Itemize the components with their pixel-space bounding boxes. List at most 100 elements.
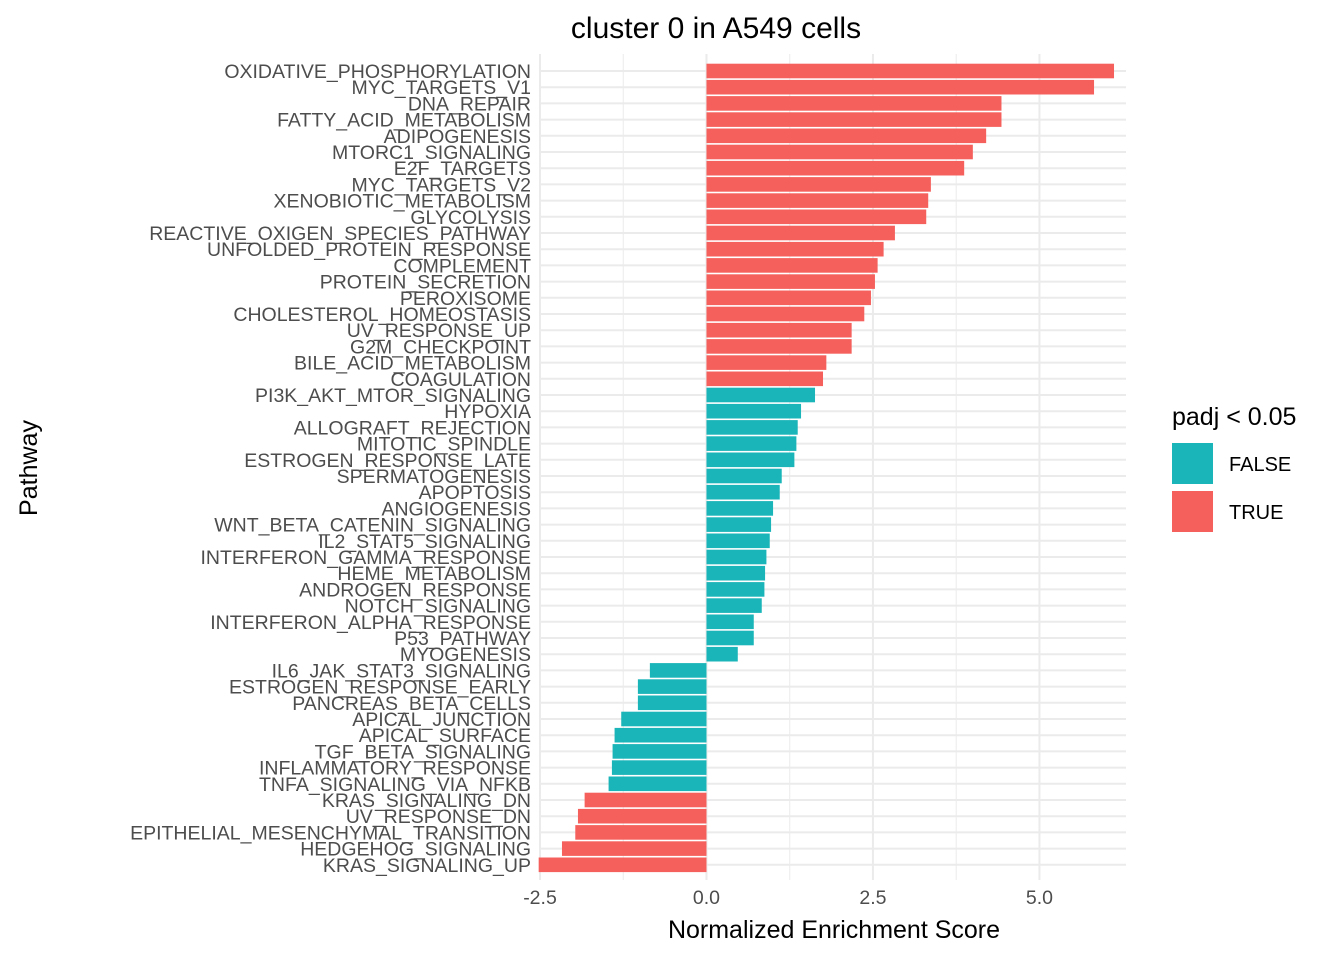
x-tick-label: 5.0: [1026, 887, 1053, 909]
y-tick-label: ESTROGEN_RESPONSE_LATE: [244, 450, 531, 472]
bar: [706, 501, 774, 516]
bar: [706, 355, 827, 370]
bar: [611, 760, 707, 775]
legend: padj < 0.05 FALSE TRUE: [1172, 403, 1296, 532]
y-tick-label: PROTEIN_SECRETION: [320, 272, 531, 294]
y-tick-label: EPITHELIAL_MESENCHYMAL_TRANSITION: [130, 822, 531, 844]
y-tick-label: MYC_TARGETS_V2: [351, 174, 531, 196]
bar: [706, 565, 766, 581]
y-tick-label: TNFA_SIGNALING_VIA_NFKB: [259, 774, 531, 796]
y-tick-label: DNA_REPAIR: [408, 93, 531, 115]
bar: [706, 468, 782, 484]
bar: [706, 241, 884, 257]
y-tick-label: APICAL_JUNCTION: [352, 709, 531, 731]
y-tick-label: INTERFERON_ALPHA_RESPONSE: [210, 612, 531, 634]
x-tick-label: 2.5: [859, 887, 886, 909]
y-tick-label: HEME_METABOLISM: [337, 563, 531, 585]
y-tick-label: P53_PATHWAY: [394, 628, 531, 650]
bar: [706, 436, 797, 451]
bar: [706, 225, 895, 241]
y-tick-labels: OXIDATIVE_PHOSPHORYLATIONMYC_TARGETS_V1D…: [130, 61, 531, 877]
y-tick-label: ANDROGEN_RESPONSE: [299, 579, 531, 601]
y-tick-label: PANCREAS_BETA_CELLS: [292, 693, 531, 715]
bar: [706, 630, 754, 646]
bar: [706, 144, 973, 160]
y-tick-label: ESTROGEN_RESPONSE_EARLY: [229, 677, 531, 699]
y-tick-label: APICAL_SURFACE: [359, 725, 531, 747]
y-tick-label: APOPTOSIS: [419, 482, 531, 504]
bar: [614, 727, 707, 743]
y-tick-label: MYOGENESIS: [400, 644, 531, 666]
bar: [706, 96, 1002, 111]
y-tick-label: INFLAMMATORY_RESPONSE: [259, 758, 531, 780]
x-tick-label: -2.5: [523, 887, 557, 909]
bar: [706, 598, 762, 613]
bar: [706, 63, 1115, 79]
bar: [575, 825, 707, 840]
y-tick-label: IL2_STAT5_SIGNALING: [318, 531, 531, 553]
bar: [706, 387, 816, 403]
y-tick-label: OXIDATIVE_PHOSPHORYLATION: [224, 61, 531, 83]
bar: [706, 112, 1002, 127]
bar: [706, 274, 875, 289]
bar: [706, 549, 767, 565]
y-tick-label: SPERMATOGENESIS: [337, 466, 531, 488]
bar: [706, 371, 824, 387]
y-tick-label: MTORC1_SIGNALING: [332, 142, 531, 164]
y-tick-label: UNFOLDED_PROTEIN_RESPONSE: [207, 239, 531, 261]
legend-swatch: [1172, 491, 1213, 532]
bar: [706, 533, 770, 549]
bar: [706, 339, 852, 354]
bar: [706, 646, 738, 662]
y-tick-label: HEDGEHOG_SIGNALING: [300, 839, 531, 861]
y-tick-label: ALLOGRAFT_REJECTION: [294, 417, 531, 439]
bar: [706, 452, 795, 468]
bar: [706, 484, 780, 500]
legend-label: FALSE: [1229, 454, 1291, 476]
y-tick-label: HYPOXIA: [444, 401, 531, 423]
y-tick-label: PI3K_AKT_MTOR_SIGNALING: [255, 385, 531, 407]
legend-swatch: [1172, 443, 1213, 484]
bar: [706, 322, 852, 338]
y-tick-label: FATTY_ACID_METABOLISM: [277, 110, 531, 132]
y-tick-label: KRAS_SIGNALING_DN: [322, 790, 531, 812]
bar: [577, 808, 707, 824]
y-tick-label: ADIPOGENESIS: [384, 126, 531, 148]
y-tick-label: MITOTIC_SPINDLE: [357, 434, 531, 456]
bar: [621, 711, 707, 727]
legend-title: padj < 0.05: [1172, 403, 1296, 431]
bar: [706, 128, 987, 144]
bar: [561, 841, 707, 856]
y-tick-label: IL6_JAK_STAT3_SIGNALING: [272, 660, 531, 682]
y-tick-label: INTERFERON_GAMMA_RESPONSE: [201, 547, 531, 569]
bar: [706, 209, 927, 225]
y-tick-label: WNT_BETA_CATENIN_SIGNALING: [214, 515, 531, 537]
bar: [706, 290, 871, 306]
y-tick-label: BILE_ACID_METABOLISM: [294, 353, 531, 375]
y-tick-label: UV_RESPONSE_UP: [347, 320, 531, 342]
bar: [612, 744, 707, 759]
x-tick-label: 0.0: [693, 887, 720, 909]
y-tick-label: TGF_BETA_SIGNALING: [315, 741, 531, 763]
y-tick-label: UV_RESPONSE_DN: [346, 806, 531, 828]
y-tick-label: GLYCOLYSIS: [410, 207, 531, 229]
chart-title: cluster 0 in A549 cells: [571, 12, 861, 45]
y-tick-label: E2F_TARGETS: [394, 158, 531, 180]
bars-group: [538, 63, 1115, 873]
bar: [649, 663, 707, 678]
bar: [706, 517, 772, 532]
x-axis-title: Normalized Enrichment Score: [668, 916, 1000, 944]
bar: [706, 193, 929, 208]
y-tick-label: KRAS_SIGNALING_UP: [323, 855, 531, 877]
y-tick-label: CHOLESTEROL_HOMEOSTASIS: [233, 304, 531, 326]
bar: [706, 160, 965, 176]
bar: [706, 177, 931, 192]
bar: [608, 776, 707, 792]
y-tick-label: COMPLEMENT: [393, 255, 531, 277]
bar: [706, 258, 878, 273]
bar: [538, 857, 707, 873]
bar: [637, 695, 707, 711]
legend-label: TRUE: [1229, 502, 1283, 524]
y-tick-label: COAGULATION: [391, 369, 532, 391]
